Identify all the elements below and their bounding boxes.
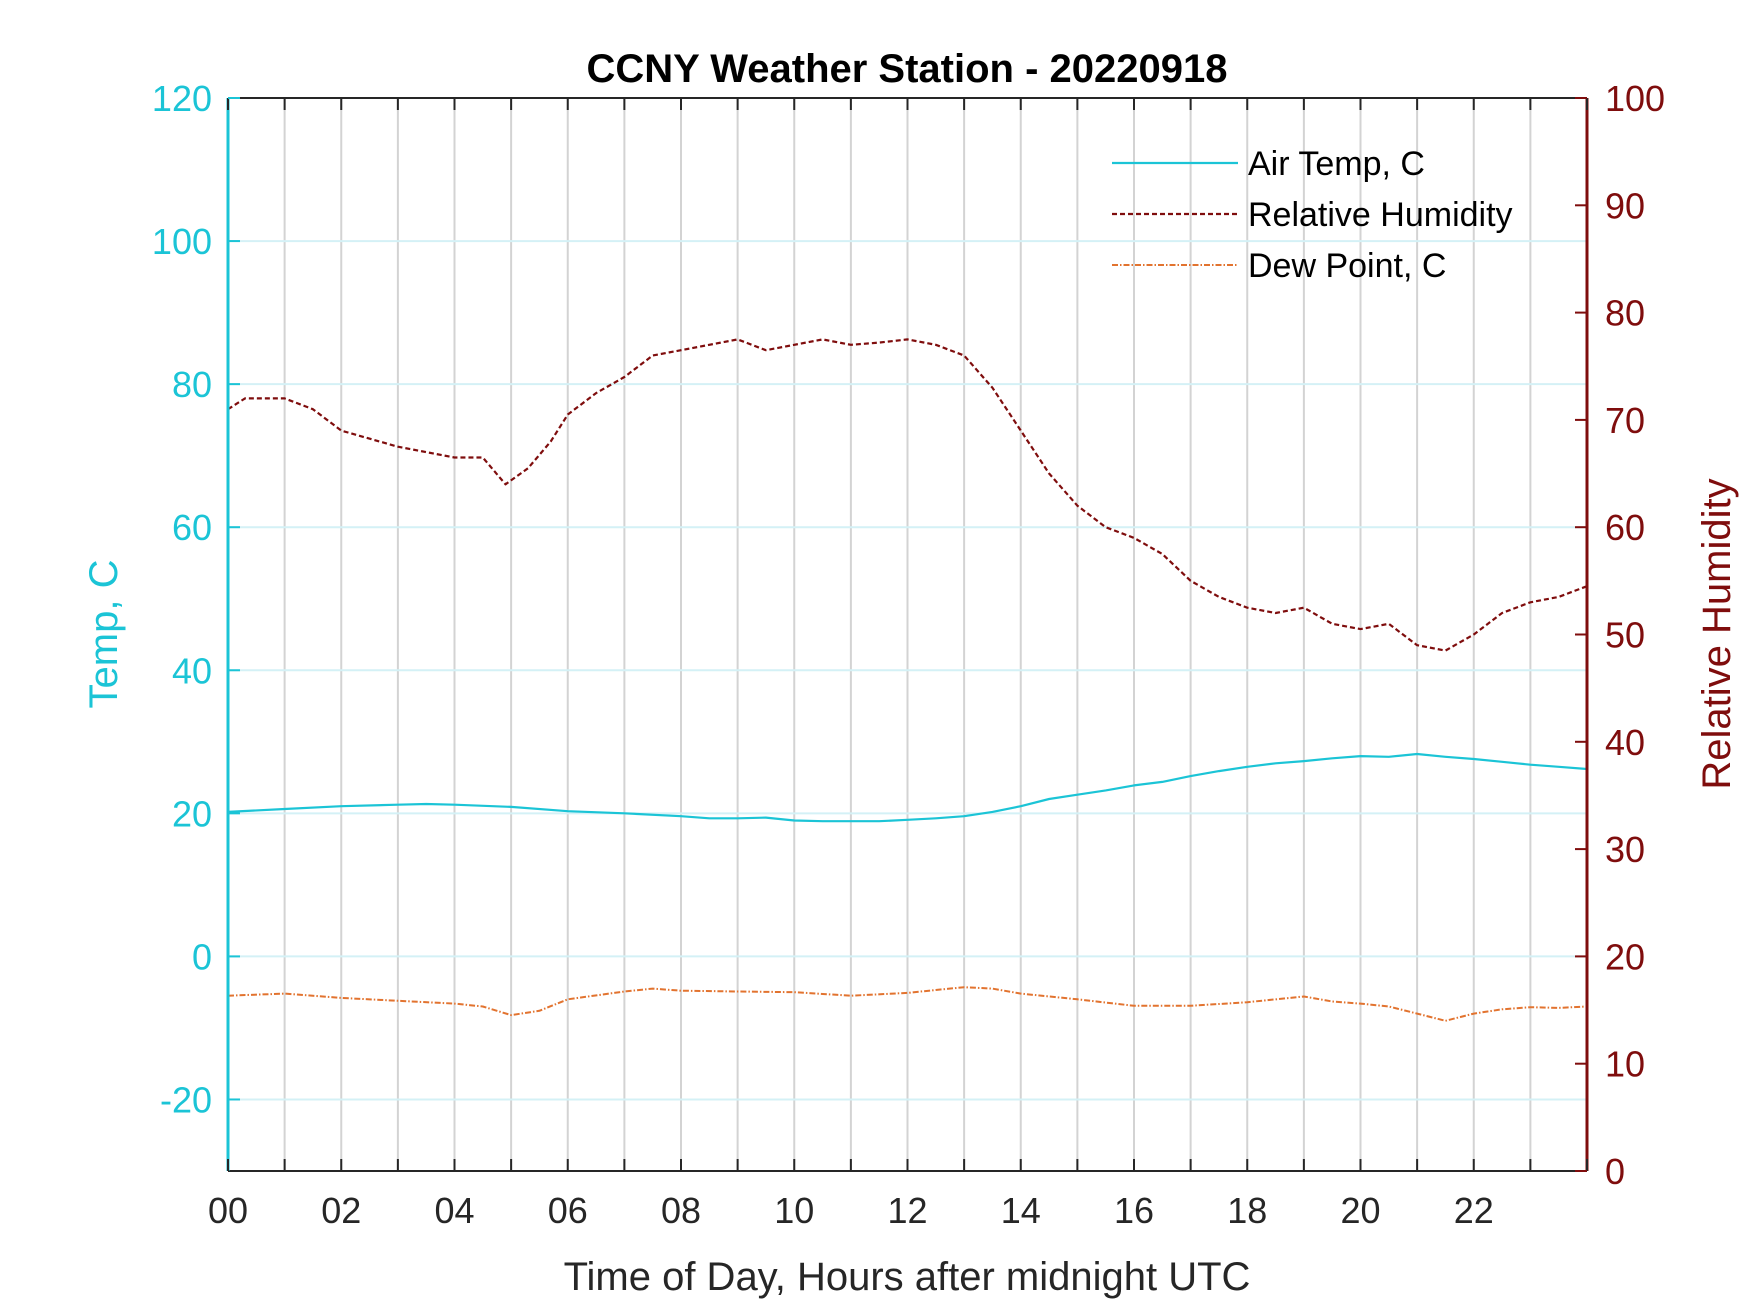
x-tick-label: 02 (321, 1190, 361, 1231)
right-y-tick-label: 60 (1605, 507, 1645, 548)
right-y-tick-label: 0 (1605, 1151, 1625, 1192)
legend-label: Air Temp, C (1248, 145, 1425, 183)
chart-title: CCNY Weather Station - 20220918 (587, 47, 1228, 91)
left-y-tick-label: 80 (172, 364, 212, 405)
right-y-tick-label: 40 (1605, 722, 1645, 763)
right-y-axis-label: Relative Humidity (1695, 478, 1739, 789)
x-tick-label: 14 (1001, 1190, 1041, 1231)
air-temp-series (227, 752, 1588, 823)
dew-point-series (227, 986, 1588, 1022)
x-tick-label: 22 (1454, 1190, 1494, 1231)
x-tick-label: 08 (661, 1190, 701, 1231)
left-y-tick-label: 60 (172, 507, 212, 548)
x-tick-label: 00 (208, 1190, 248, 1231)
right-y-tick-label: 30 (1605, 829, 1645, 870)
right-y-tick-label: 20 (1605, 936, 1645, 977)
left-y-axis-label: Temp, C (82, 560, 126, 709)
legend-label: Relative Humidity (1248, 196, 1513, 234)
right-y-tick-label: 70 (1605, 400, 1645, 441)
x-tick-label: 20 (1340, 1190, 1380, 1231)
left-y-tick-label: 100 (152, 221, 212, 262)
x-tick-label: 12 (887, 1190, 927, 1231)
right-y-tick-label: 100 (1605, 78, 1665, 119)
legend-label: Dew Point, C (1248, 247, 1446, 285)
legend: Air Temp, C Relative Humidity Dew Point, C (1112, 145, 1513, 285)
x-axis-label: Time of Day, Hours after midnight UTC (564, 1255, 1251, 1299)
relative-humidity-series (227, 338, 1588, 652)
right-y-tick-label: 50 (1605, 615, 1645, 656)
right-y-tick-label: 90 (1605, 185, 1645, 226)
left-y-tick-label: 0 (192, 936, 212, 977)
right-y-tick-label: 80 (1605, 293, 1645, 334)
left-y-tick-label: 120 (152, 78, 212, 119)
x-tick-label: 16 (1114, 1190, 1154, 1231)
right-y-tick-label: 10 (1605, 1044, 1645, 1085)
left-y-tick-label: 40 (172, 650, 212, 691)
x-tick-label: 04 (434, 1190, 474, 1231)
series-layer (227, 338, 1588, 1022)
left-y-tick-label: -20 (160, 1079, 212, 1120)
x-tick-label: 10 (774, 1190, 814, 1231)
left-y-tick-label: 20 (172, 793, 212, 834)
ticks: 00 02 04 06 08 10 12 14 16 18 20 22-200204060801001… (152, 78, 1665, 1231)
x-tick-label: 06 (548, 1190, 588, 1231)
x-tick-label: 18 (1227, 1190, 1267, 1231)
